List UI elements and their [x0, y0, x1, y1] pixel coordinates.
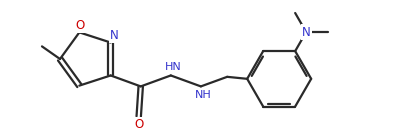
Text: O: O	[76, 19, 85, 32]
Text: N: N	[302, 26, 310, 39]
Text: HN: HN	[164, 62, 181, 72]
Text: O: O	[134, 118, 143, 131]
Text: NH: NH	[194, 90, 211, 100]
Text: N: N	[110, 29, 119, 42]
